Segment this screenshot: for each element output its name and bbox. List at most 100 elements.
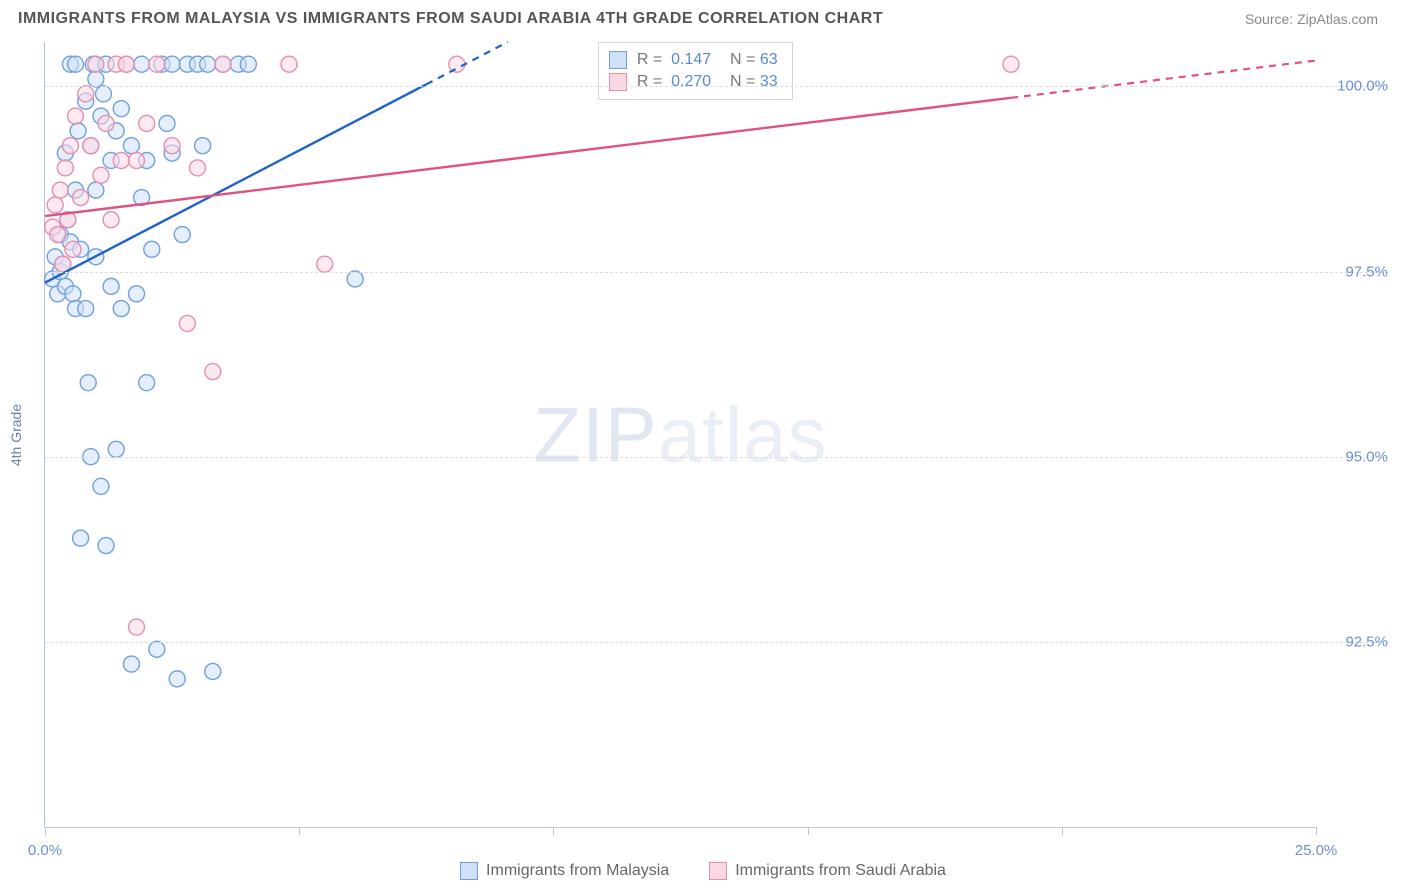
data-point: [88, 56, 104, 72]
plot-frame: ZIPatlas R = 0.147 N = 63R = 0.270 N = 3…: [44, 42, 1316, 828]
data-point: [88, 71, 104, 87]
data-point: [123, 656, 139, 672]
legend-swatch: [609, 73, 627, 91]
data-point: [78, 301, 94, 317]
data-point: [113, 301, 129, 317]
data-point: [98, 538, 114, 554]
y-tick-label: 100.0%: [1337, 78, 1388, 95]
legend-swatch: [709, 862, 727, 880]
data-point: [98, 115, 114, 131]
data-point: [159, 115, 175, 131]
legend-label: Immigrants from Malaysia: [486, 862, 669, 880]
trend-line: [45, 98, 1011, 216]
data-point: [73, 190, 89, 206]
data-point: [62, 138, 78, 154]
y-tick-label: 95.0%: [1345, 448, 1388, 465]
data-point: [190, 160, 206, 176]
bottom-legend: Immigrants from Malaysia Immigrants from …: [0, 862, 1406, 880]
grid-line: [45, 457, 1388, 458]
stats-row: R = 0.147 N = 63: [609, 49, 778, 71]
data-point: [144, 241, 160, 257]
data-point: [174, 227, 190, 243]
data-point: [317, 256, 333, 272]
stat-n-label: N = 63: [721, 51, 777, 69]
data-point: [139, 115, 155, 131]
data-point: [65, 241, 81, 257]
data-point: [83, 138, 99, 154]
stats-legend: R = 0.147 N = 63R = 0.270 N = 33: [598, 42, 793, 100]
data-point: [113, 152, 129, 168]
data-point: [93, 478, 109, 494]
data-point: [164, 56, 180, 72]
data-point: [123, 138, 139, 154]
data-point: [78, 86, 94, 102]
x-tick: [553, 827, 554, 835]
data-point: [195, 138, 211, 154]
stat-r-label: R = 0.147: [637, 51, 711, 69]
data-point: [215, 56, 231, 72]
legend-swatch: [609, 51, 627, 69]
data-point: [93, 167, 109, 183]
x-tick: [1316, 827, 1317, 835]
legend-item: Immigrants from Malaysia: [460, 862, 669, 880]
data-point: [65, 286, 81, 302]
legend-item: Immigrants from Saudi Arabia: [709, 862, 946, 880]
grid-line: [45, 272, 1388, 273]
data-point: [129, 619, 145, 635]
grid-line: [45, 642, 1388, 643]
y-tick-label: 97.5%: [1345, 263, 1388, 280]
data-point: [73, 530, 89, 546]
x-tick: [45, 827, 46, 835]
data-point: [129, 286, 145, 302]
scatter-svg: [45, 42, 1316, 827]
data-point: [52, 182, 68, 198]
data-point: [68, 56, 84, 72]
y-tick-label: 92.5%: [1345, 633, 1388, 650]
data-point: [88, 182, 104, 198]
data-point: [149, 56, 165, 72]
data-point: [205, 663, 221, 679]
data-point: [95, 86, 111, 102]
stat-r-label: R = 0.270: [637, 73, 711, 91]
x-tick: [1062, 827, 1063, 835]
data-point: [139, 375, 155, 391]
x-tick: [808, 827, 809, 835]
grid-line: [45, 86, 1388, 87]
y-axis-label: 4th Grade: [8, 404, 24, 466]
data-point: [134, 56, 150, 72]
data-point: [103, 278, 119, 294]
stats-row: R = 0.270 N = 33: [609, 71, 778, 93]
data-point: [1003, 56, 1019, 72]
data-point: [200, 56, 216, 72]
data-point: [103, 212, 119, 228]
data-point: [205, 364, 221, 380]
data-point: [50, 227, 66, 243]
data-point: [449, 56, 465, 72]
data-point: [68, 108, 84, 124]
x-tick-label: 25.0%: [1295, 842, 1338, 859]
legend-label: Immigrants from Saudi Arabia: [735, 862, 946, 880]
data-point: [57, 160, 73, 176]
source-label: Source: ZipAtlas.com: [1245, 11, 1378, 27]
data-point: [179, 315, 195, 331]
data-point: [281, 56, 297, 72]
x-tick-label: 0.0%: [28, 842, 62, 859]
trend-line-dashed: [426, 42, 507, 84]
x-tick: [299, 827, 300, 835]
data-point: [80, 375, 96, 391]
chart-title: IMMIGRANTS FROM MALAYSIA VS IMMIGRANTS F…: [18, 10, 883, 28]
stat-n-label: N = 33: [721, 73, 777, 91]
data-point: [47, 197, 63, 213]
data-point: [113, 101, 129, 117]
data-point: [169, 671, 185, 687]
data-point: [347, 271, 363, 287]
legend-swatch: [460, 862, 478, 880]
data-point: [129, 152, 145, 168]
trend-line-dashed: [1011, 61, 1316, 98]
data-point: [108, 441, 124, 457]
data-point: [240, 56, 256, 72]
data-point: [164, 138, 180, 154]
data-point: [149, 641, 165, 657]
data-point: [70, 123, 86, 139]
plot-area: 4th Grade ZIPatlas R = 0.147 N = 63R = 0…: [44, 42, 1316, 828]
